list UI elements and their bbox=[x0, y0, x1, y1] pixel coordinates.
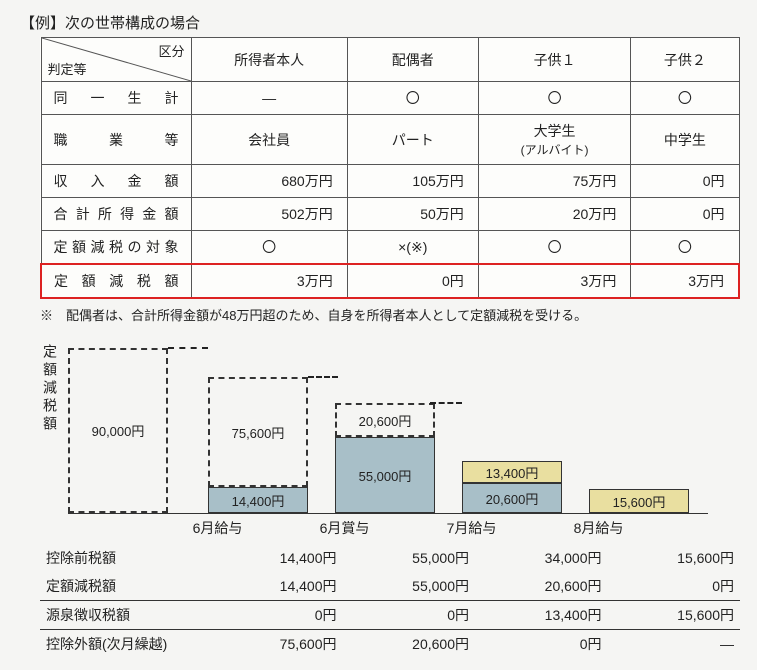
lower-cell: 20,600円 bbox=[343, 630, 476, 659]
bar-segment: 20,600円 bbox=[462, 483, 562, 513]
row-label: 同一生計 bbox=[41, 82, 191, 115]
household-table: 区分 判定等 所得者本人 配偶者 子供１ 子供２ 同一生計—〇〇〇職業等会社員パ… bbox=[40, 37, 740, 299]
x-label: 8月給与 bbox=[535, 514, 662, 538]
table-cell: 680万円 bbox=[191, 165, 347, 198]
lower-cell: — bbox=[608, 630, 741, 659]
table-cell: 0円 bbox=[631, 165, 739, 198]
table-cell: 〇 bbox=[347, 82, 478, 115]
deduction-chart: 90,000円75,600円14,400円20,600円55,000円13,40… bbox=[68, 334, 708, 514]
table-cell: 50万円 bbox=[347, 198, 478, 231]
x-label: 6月賞与 bbox=[281, 514, 408, 538]
bar-segment: 15,600円 bbox=[589, 489, 689, 513]
table-cell: 20万円 bbox=[478, 198, 631, 231]
chart-ylabel: 定額減税額 bbox=[40, 344, 60, 514]
table-cell: 3万円 bbox=[478, 264, 631, 298]
lower-cell: 14,400円 bbox=[210, 572, 343, 601]
total-outline: 90,000円 bbox=[68, 348, 168, 513]
lower-cell: 15,600円 bbox=[608, 601, 741, 630]
bar-segment: 14,400円 bbox=[208, 487, 308, 513]
lower-cell: 0円 bbox=[608, 572, 741, 601]
bar-segment: 55,000円 bbox=[335, 437, 435, 513]
lower-cell: 15,600円 bbox=[608, 544, 741, 572]
table-cell: 大学生(アルバイト) bbox=[478, 115, 631, 165]
corner-bottom: 判定等 bbox=[48, 59, 87, 78]
x-label: 6月給与 bbox=[154, 514, 281, 538]
col-header: 子供１ bbox=[478, 38, 631, 82]
row-label: 定額減税額 bbox=[41, 264, 191, 298]
row-label: 職業等 bbox=[41, 115, 191, 165]
lower-row-label: 控除外額(次月繰越) bbox=[40, 630, 210, 659]
bar-slot: 13,400円20,600円 bbox=[452, 461, 572, 513]
table-cell: ×(※) bbox=[347, 231, 478, 265]
bar-slot: 20,600円55,000円 bbox=[325, 403, 445, 513]
table-cell: 〇 bbox=[478, 82, 631, 115]
lower-cell: 0円 bbox=[475, 630, 608, 659]
lower-cell: 55,000円 bbox=[343, 572, 476, 601]
lower-row-label: 控除前税額 bbox=[40, 544, 210, 572]
lower-cell: 0円 bbox=[343, 601, 476, 630]
x-label: 7月給与 bbox=[408, 514, 535, 538]
table-cell: 〇 bbox=[631, 82, 739, 115]
table-cell: 〇 bbox=[631, 231, 739, 265]
lower-cell: 0円 bbox=[210, 601, 343, 630]
table-cell: 〇 bbox=[191, 231, 347, 265]
bar-segment: 13,400円 bbox=[462, 461, 562, 483]
row-label: 合計所得金額 bbox=[41, 198, 191, 231]
corner-top: 区分 bbox=[158, 41, 184, 60]
col-header: 配偶者 bbox=[347, 38, 478, 82]
table-cell: 0円 bbox=[631, 198, 739, 231]
lower-cell: 55,000円 bbox=[343, 544, 476, 572]
lower-cell: 75,600円 bbox=[210, 630, 343, 659]
dashed-segment: 75,600円 bbox=[208, 377, 308, 487]
col-header: 子供２ bbox=[631, 38, 739, 82]
table-cell: 502万円 bbox=[191, 198, 347, 231]
table-cell: 3万円 bbox=[631, 264, 739, 298]
table-cell: 3万円 bbox=[191, 264, 347, 298]
table-cell: 105万円 bbox=[347, 165, 478, 198]
lower-cell: 13,400円 bbox=[475, 601, 608, 630]
table-cell: 会社員 bbox=[191, 115, 347, 165]
row-label: 定額減税の対象 bbox=[41, 231, 191, 265]
table-cell: 中学生 bbox=[631, 115, 739, 165]
footnote: ※ 配偶者は、合計所得金額が48万円超のため、自身を所得者本人として定額減税を受… bbox=[40, 305, 737, 324]
lower-row-label: 源泉徴収税額 bbox=[40, 601, 210, 630]
example-title: 【例】次の世帯構成の場合 bbox=[20, 12, 737, 33]
table-cell: 〇 bbox=[478, 231, 631, 265]
lower-row-label: 定額減税額 bbox=[40, 572, 210, 601]
bar-slot: 15,600円 bbox=[579, 489, 699, 513]
table-cell: パート bbox=[347, 115, 478, 165]
dashed-segment: 20,600円 bbox=[335, 403, 435, 437]
table-cell: — bbox=[191, 82, 347, 115]
bar-slot: 75,600円14,400円 bbox=[198, 377, 318, 513]
lower-cell: 20,600円 bbox=[475, 572, 608, 601]
col-header: 所得者本人 bbox=[191, 38, 347, 82]
lower-cell: 34,000円 bbox=[475, 544, 608, 572]
chart-xlabels: 6月給与6月賞与7月給与8月給与 bbox=[154, 514, 757, 538]
corner-cell: 区分 判定等 bbox=[41, 38, 191, 82]
table-cell: 0円 bbox=[347, 264, 478, 298]
table-cell: 75万円 bbox=[478, 165, 631, 198]
lower-cell: 14,400円 bbox=[210, 544, 343, 572]
row-label: 収入金額 bbox=[41, 165, 191, 198]
